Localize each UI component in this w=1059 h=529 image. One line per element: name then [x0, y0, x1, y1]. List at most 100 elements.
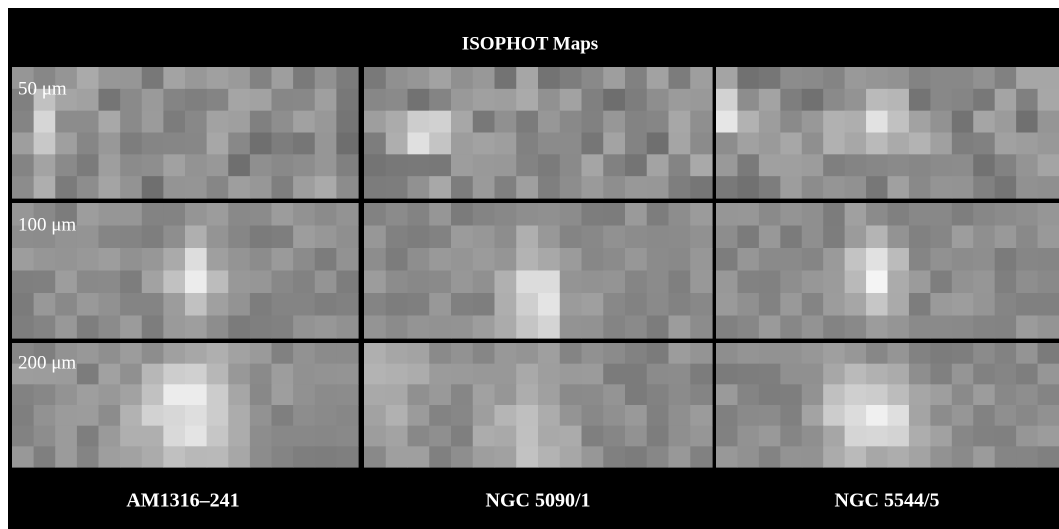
- map-pixel: [185, 67, 207, 89]
- map-pixel: [55, 446, 77, 467]
- map-pixel: [952, 203, 974, 226]
- map-pixel: [716, 364, 738, 385]
- map-pixel: [973, 405, 995, 426]
- map-pixel: [603, 154, 625, 176]
- map-pixel: [293, 176, 315, 198]
- map-pixel: [408, 89, 430, 111]
- map-pixel: [120, 67, 142, 89]
- map-pixel: [866, 111, 888, 133]
- map-pixel: [603, 111, 625, 133]
- map-pixel: [560, 384, 582, 405]
- map-pixel: [625, 271, 647, 294]
- map-pixel: [34, 426, 56, 447]
- map-pixel: [336, 89, 358, 111]
- map-pixel: [429, 271, 451, 294]
- map-pixel: [888, 111, 910, 133]
- map-pixel: [888, 133, 910, 155]
- map-pixel: [647, 384, 669, 405]
- map-pixel: [888, 405, 910, 426]
- map-pixel: [538, 248, 560, 271]
- map-pixel: [142, 446, 164, 467]
- map-pixel: [625, 364, 647, 385]
- map-pixel: [669, 67, 691, 89]
- map-pixel: [780, 426, 802, 447]
- map-pixel: [250, 111, 272, 133]
- map-pixel: [582, 154, 604, 176]
- map-pixel: [315, 203, 337, 226]
- map-pixel: [845, 384, 867, 405]
- map-pixel: [228, 364, 250, 385]
- map-pixel: [142, 364, 164, 385]
- map-pixel: [737, 271, 759, 294]
- map-pixel: [538, 446, 560, 467]
- map-pixel: [845, 89, 867, 111]
- map-pixel: [473, 111, 495, 133]
- map-pixel: [802, 293, 824, 316]
- map-pixel: [142, 316, 164, 339]
- map-pixel: [451, 176, 473, 198]
- map-pixel: [560, 271, 582, 294]
- map-pixel: [495, 446, 517, 467]
- map-pixel: [495, 133, 517, 155]
- map-pixel: [429, 67, 451, 89]
- map-pixel: [185, 426, 207, 447]
- map-pixel: [780, 405, 802, 426]
- map-pixel: [185, 293, 207, 316]
- map-pixel: [315, 384, 337, 405]
- map-pixel: [185, 89, 207, 111]
- map-pixel: [250, 316, 272, 339]
- map-pixel: [737, 343, 759, 364]
- map-pixel: [207, 316, 229, 339]
- map-pixel: [973, 67, 995, 89]
- map-pixel: [823, 293, 845, 316]
- map-pixel: [163, 248, 185, 271]
- map-pixel: [272, 271, 294, 294]
- map-pixel: [272, 89, 294, 111]
- map-pixel: [560, 203, 582, 226]
- map-pixel: [185, 203, 207, 226]
- map-pixel: [995, 226, 1017, 249]
- map-pixel: [364, 203, 386, 226]
- map-pixel: [909, 364, 931, 385]
- map-pixel: [973, 426, 995, 447]
- map-pixel: [647, 203, 669, 226]
- map-pixel: [77, 271, 99, 294]
- map-pixel: [473, 154, 495, 176]
- map-pixel: [780, 271, 802, 294]
- map-pixel: [142, 154, 164, 176]
- map-pixel: [909, 176, 931, 198]
- map-pixel: [973, 176, 995, 198]
- map-pixel: [386, 203, 408, 226]
- map-pixel: [386, 89, 408, 111]
- map-pixel: [364, 316, 386, 339]
- map-pixel: [952, 271, 974, 294]
- map-pixel: [1038, 316, 1059, 339]
- map-pixel: [207, 343, 229, 364]
- map-pixel: [185, 176, 207, 198]
- map-pixel: [315, 405, 337, 426]
- map-pixel: [823, 405, 845, 426]
- map-pixel: [293, 405, 315, 426]
- map-pixel: [495, 271, 517, 294]
- map-pixel: [866, 248, 888, 271]
- map-pixel: [250, 248, 272, 271]
- map-pixel: [603, 384, 625, 405]
- map-pixel: [603, 343, 625, 364]
- map-pixel: [99, 203, 121, 226]
- map-pixel: [909, 446, 931, 467]
- map-pixel: [516, 203, 538, 226]
- map-pixel: [1016, 248, 1038, 271]
- map-pixel: [77, 226, 99, 249]
- map-pixel: [185, 226, 207, 249]
- map-pixel: [336, 316, 358, 339]
- map-pixel: [364, 133, 386, 155]
- map-pixel: [386, 111, 408, 133]
- map-pixel: [888, 446, 910, 467]
- map-pixel: [516, 248, 538, 271]
- map-pixel: [759, 384, 781, 405]
- map-pixel: [336, 176, 358, 198]
- map-pixel: [909, 111, 931, 133]
- map-pixel: [888, 293, 910, 316]
- map-pixel: [1016, 176, 1038, 198]
- map-pixel: [429, 426, 451, 447]
